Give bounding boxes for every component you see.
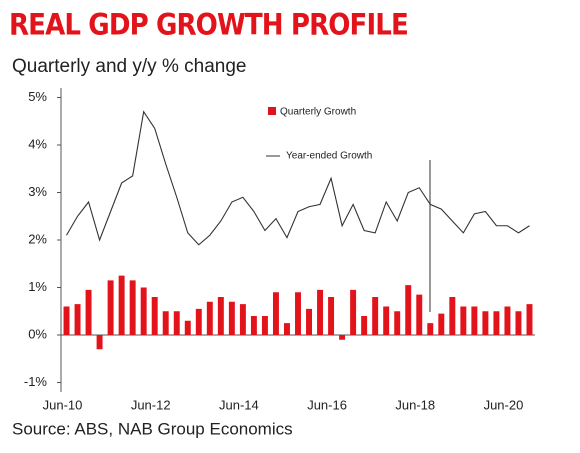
x-tick-label: Jun-10 (43, 397, 83, 412)
bar (195, 308, 202, 335)
bar (361, 316, 368, 335)
bar (449, 297, 456, 335)
x-tick-label: Jun-20 (484, 397, 524, 412)
legend-label: Year-ended Growth (286, 151, 372, 162)
bar (438, 313, 445, 335)
bar (118, 275, 125, 335)
bar (284, 323, 290, 335)
chart-title: REAL GDP GROWTH PROFILE (9, 7, 408, 42)
bar (74, 304, 81, 335)
bar (394, 311, 401, 335)
bar (471, 306, 478, 335)
bar (239, 304, 246, 335)
bar (515, 311, 522, 335)
bar (250, 316, 257, 335)
bar (372, 297, 379, 335)
x-tick-label: Jun-14 (219, 397, 259, 412)
bar (504, 306, 511, 335)
y-tick-label: 3% (28, 184, 47, 199)
bar (350, 289, 357, 335)
bar (184, 320, 191, 335)
line (66, 110, 530, 246)
bar (206, 301, 213, 335)
bar (460, 306, 467, 335)
bar (217, 297, 224, 335)
bar (151, 297, 158, 335)
bar (162, 311, 169, 335)
bar (328, 297, 335, 335)
bar (261, 316, 268, 335)
y-tick-label: 2% (28, 231, 47, 246)
bar (416, 294, 423, 335)
y-tick-label: -1% (24, 374, 48, 389)
bar (383, 306, 390, 335)
bar (63, 306, 70, 335)
bar (272, 292, 279, 335)
legend-label: Quarterly Growth (280, 107, 356, 118)
bar (295, 292, 301, 335)
y-tick-label: 4% (28, 136, 47, 151)
bar (317, 289, 324, 335)
y-tick-label: 1% (28, 279, 47, 294)
bar (85, 289, 92, 335)
y-tick-label: 0% (28, 326, 47, 341)
chart-subtitle: Quarterly and y/y % change (12, 56, 246, 77)
bar (140, 287, 147, 335)
bar (405, 285, 412, 335)
source: Source: ABS, NAB Group Economics (12, 419, 293, 438)
y-tick-label: 5% (28, 89, 47, 104)
x-tick-label: Jun-18 (395, 397, 435, 412)
bar (482, 311, 489, 335)
bar (129, 280, 136, 335)
bar (96, 335, 103, 350)
bar (306, 308, 312, 335)
bar (526, 304, 533, 335)
bar (107, 280, 114, 335)
bar (339, 335, 346, 340)
bar (493, 311, 500, 335)
x-tick-label: Jun-12 (131, 397, 171, 412)
bar (173, 311, 180, 335)
legend-swatch (268, 107, 276, 115)
bar (427, 323, 434, 335)
bar (228, 301, 235, 335)
x-tick-label: Jun-16 (307, 397, 347, 412)
